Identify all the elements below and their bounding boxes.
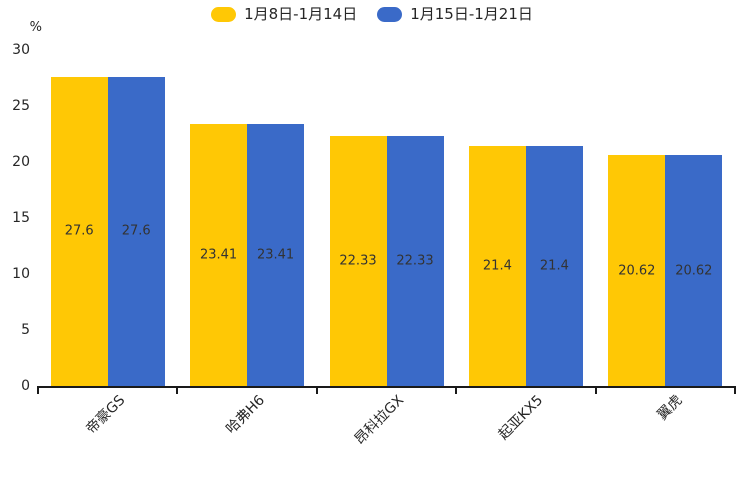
x-axis-category-label: 哈弗H6 — [222, 392, 268, 438]
x-axis-tick — [734, 386, 736, 394]
legend-swatch-icon — [211, 7, 237, 22]
x-axis-category-label: 起亚KX5 — [495, 392, 547, 443]
legend-item: 1月8日-1月14日 — [211, 7, 357, 22]
legend-label: 1月8日-1月14日 — [244, 5, 358, 23]
y-axis-tick-label: 20 — [12, 154, 30, 170]
x-axis-category-label: 昂科拉GX — [351, 392, 408, 448]
x-axis-tick — [455, 386, 458, 394]
y-axis-tick-label: 25 — [12, 98, 30, 114]
bar-value-label: 23.41 — [199, 247, 238, 263]
legend-swatch-icon — [377, 7, 403, 22]
bar — [190, 123, 248, 386]
bar — [665, 155, 723, 386]
x-axis-tick — [315, 386, 318, 394]
bar — [386, 135, 444, 386]
x-axis-tick — [37, 386, 39, 394]
y-axis-tick-label: 0 — [21, 378, 30, 394]
bar-value-label: 27.6 — [64, 223, 94, 239]
bar — [247, 123, 305, 386]
bar — [525, 146, 583, 386]
x-axis-tick — [594, 386, 597, 394]
bar-value-label: 21.4 — [482, 258, 512, 274]
bar-value-label: 27.6 — [121, 223, 151, 239]
y-axis-unit-label: % — [29, 20, 42, 35]
bar-value-label: 22.33 — [339, 253, 377, 269]
bar-value-label: 22.33 — [396, 253, 434, 269]
bar — [107, 76, 165, 386]
legend-item: 1月15日-1月21日 — [377, 7, 533, 22]
bar — [468, 146, 526, 386]
x-axis-line — [37, 386, 736, 388]
y-axis-tick-label: 10 — [12, 266, 30, 282]
chart-legend: 1月8日-1月14日 1月15日-1月21日 — [0, 7, 744, 22]
x-axis-tick — [176, 386, 179, 394]
y-axis-tick-label: 15 — [12, 210, 30, 226]
bar-value-label: 21.4 — [539, 258, 569, 274]
x-axis-category-label: 翼虎 — [654, 392, 686, 424]
bar — [50, 76, 108, 386]
legend-label: 1月15日-1月21日 — [410, 5, 533, 23]
bar-value-label: 23.41 — [256, 247, 295, 263]
y-axis-tick-label: 30 — [12, 42, 30, 58]
y-axis-tick-label: 5 — [21, 322, 30, 338]
bar — [329, 135, 387, 386]
bar-value-label: 20.62 — [618, 263, 656, 279]
x-axis-category-label: 帝豪GS — [83, 392, 129, 438]
bar — [608, 155, 666, 386]
bar-value-label: 20.62 — [675, 263, 713, 279]
